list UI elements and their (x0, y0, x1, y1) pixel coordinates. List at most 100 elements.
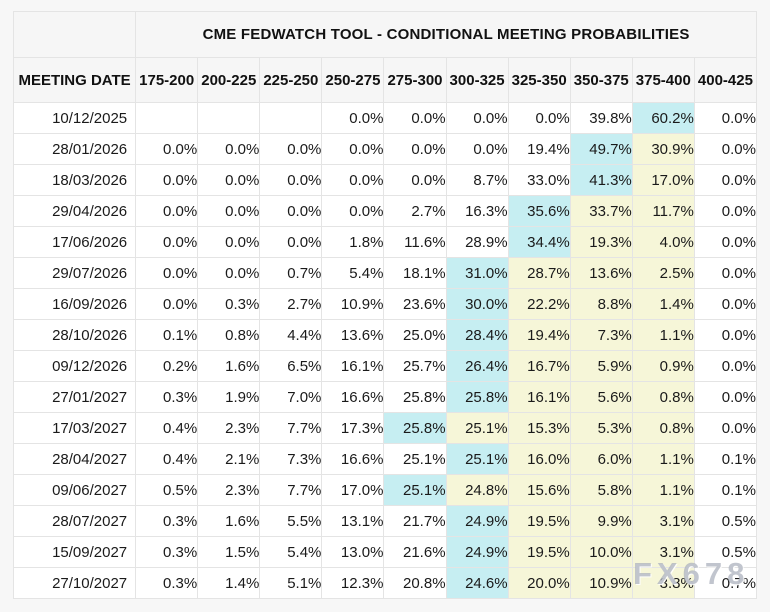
probability-cell: 5.9% (569, 350, 633, 382)
table-row: 18/03/2026 0.0% 0.0% 0.0% 0.0% 0.0% 8.7% 33.0% 4… (12, 164, 758, 196)
probability-cell: 0.0% (693, 381, 758, 413)
probability-cell: 20.8% (383, 567, 447, 599)
probability-cell: 19.5% (507, 536, 571, 568)
probability-cell: 4.4% (259, 319, 323, 351)
probability-cell: 24.9% (445, 536, 509, 568)
probability-cell: 0.3% (197, 288, 261, 320)
probability-cell: 25.1% (383, 474, 447, 506)
table-row: 28/07/2027 0.3% 1.6% 5.5% 13.1% 21.7% 24.9% 19.… (12, 505, 758, 537)
probability-cell: 30.9% (631, 133, 695, 165)
meeting-date-cell: 17/06/2026 (12, 226, 137, 258)
probability-cell: 24.6% (445, 567, 509, 599)
probability-cell: 0.0% (693, 133, 758, 165)
probability-cell: 5.4% (321, 257, 385, 289)
probability-cell: 25.1% (445, 443, 509, 475)
probability-cell: 21.6% (383, 536, 447, 568)
probability-cell: 25.8% (445, 381, 509, 413)
probability-cell: 13.6% (569, 257, 633, 289)
rate-range-header: 250-275 (321, 57, 385, 103)
probability-cell: 49.7% (569, 133, 633, 165)
rate-range-header: 200-225 (197, 57, 261, 103)
probability-cell: 16.6% (321, 381, 385, 413)
probability-cell: 5.5% (259, 505, 323, 537)
meeting-date-cell: 17/03/2027 (12, 412, 137, 444)
probability-cell (135, 102, 199, 134)
meeting-date-cell: 28/10/2026 (12, 319, 137, 351)
probability-cell: 1.1% (631, 474, 695, 506)
probability-cell: 0.0% (383, 133, 447, 165)
probability-cell: 33.0% (507, 164, 571, 196)
table-row: 10/12/2025 0.0% 0.0% 0.0% 0.0% 39.8% 60.2% 0.0% (12, 102, 758, 134)
probability-cell: 0.0% (197, 164, 261, 196)
probability-cell: 13.0% (321, 536, 385, 568)
probability-cell: 0.0% (135, 164, 199, 196)
table-body: 10/12/2025 0.0% 0.0% 0.0% 0.0% 39.8% 60.2% 0.0%… (12, 102, 758, 599)
table-row: 17/03/2027 0.4% 2.3% 7.7% 17.3% 25.8% 25.1% 15.… (12, 412, 758, 444)
probability-cell: 18.1% (383, 257, 447, 289)
probability-cell: 0.0% (135, 226, 199, 258)
probability-cell: 0.0% (693, 102, 758, 134)
probability-cell: 0.0% (197, 226, 261, 258)
meeting-date-cell: 15/09/2027 (12, 536, 137, 568)
meeting-date-cell: 28/01/2026 (12, 133, 137, 165)
probability-cell: 0.3% (135, 567, 199, 599)
probability-cell: 10.9% (321, 288, 385, 320)
probability-cell: 19.4% (507, 133, 571, 165)
probability-cell: 0.0% (693, 288, 758, 320)
probability-cell: 25.0% (383, 319, 447, 351)
probability-cell: 5.1% (259, 567, 323, 599)
probability-cell: 2.1% (197, 443, 261, 475)
probability-cell: 0.0% (445, 102, 509, 134)
probability-cell: 10.0% (569, 536, 633, 568)
probability-cell: 0.7% (259, 257, 323, 289)
probability-cell: 2.7% (259, 288, 323, 320)
probability-cell: 25.8% (383, 381, 447, 413)
probability-cell: 6.5% (259, 350, 323, 382)
table-row: 17/06/2026 0.0% 0.0% 0.0% 1.8% 11.6% 28.9% 34.4… (12, 226, 758, 258)
table-row: 29/04/2026 0.0% 0.0% 0.0% 0.0% 2.7% 16.3% 35.6%… (12, 195, 758, 227)
probability-cell: 19.4% (507, 319, 571, 351)
probability-cell: 3.8% (631, 567, 695, 599)
probability-cell: 1.6% (197, 350, 261, 382)
probability-cell: 15.3% (507, 412, 571, 444)
probability-cell: 0.4% (135, 443, 199, 475)
probability-cell: 0.0% (693, 350, 758, 382)
probability-cell (197, 102, 261, 134)
probability-cell: 0.2% (135, 350, 199, 382)
table-row: 27/01/2027 0.3% 1.9% 7.0% 16.6% 25.8% 25.8% 16.… (12, 381, 758, 413)
probability-cell: 5.8% (569, 474, 633, 506)
meeting-date-cell: 28/07/2027 (12, 505, 137, 537)
probability-cell: 0.3% (135, 505, 199, 537)
probability-cell: 28.9% (445, 226, 509, 258)
probability-cell: 0.8% (631, 412, 695, 444)
probability-cell: 0.0% (321, 195, 385, 227)
probability-cell: 0.0% (693, 195, 758, 227)
probability-cell: 17.0% (631, 164, 695, 196)
probability-cell: 0.0% (259, 195, 323, 227)
probability-cell: 21.7% (383, 505, 447, 537)
probability-cell: 5.6% (569, 381, 633, 413)
probability-cell: 2.7% (383, 195, 447, 227)
corner-cell (12, 11, 137, 58)
fedwatch-probabilities-table: CME FEDWATCH TOOL - CONDITIONAL MEETING … (12, 11, 758, 599)
table-row: 28/01/2026 0.0% 0.0% 0.0% 0.0% 0.0% 0.0% 19.4% 4… (12, 133, 758, 165)
meeting-date-cell: 27/10/2027 (12, 567, 137, 599)
probability-cell: 0.0% (321, 164, 385, 196)
probability-cell: 0.0% (321, 133, 385, 165)
probability-cell: 0.5% (693, 505, 758, 537)
probability-cell: 8.7% (445, 164, 509, 196)
probability-cell: 15.6% (507, 474, 571, 506)
probability-cell: 0.0% (383, 102, 447, 134)
probability-cell: 8.8% (569, 288, 633, 320)
probability-cell: 0.0% (135, 288, 199, 320)
probability-cell: 0.0% (693, 226, 758, 258)
rate-range-header: 350-375 (569, 57, 633, 103)
probability-cell: 0.1% (693, 443, 758, 475)
probability-cell: 0.8% (631, 381, 695, 413)
table-row: 27/10/2027 0.3% 1.4% 5.1% 12.3% 20.8% 24.6% 20.… (12, 567, 758, 599)
meeting-date-cell: 29/04/2026 (12, 195, 137, 227)
probability-cell: 0.0% (693, 257, 758, 289)
table-row: 15/09/2027 0.3% 1.5% 5.4% 13.0% 21.6% 24.9% 19.… (12, 536, 758, 568)
probability-cell: 0.0% (445, 133, 509, 165)
probability-cell: 24.8% (445, 474, 509, 506)
